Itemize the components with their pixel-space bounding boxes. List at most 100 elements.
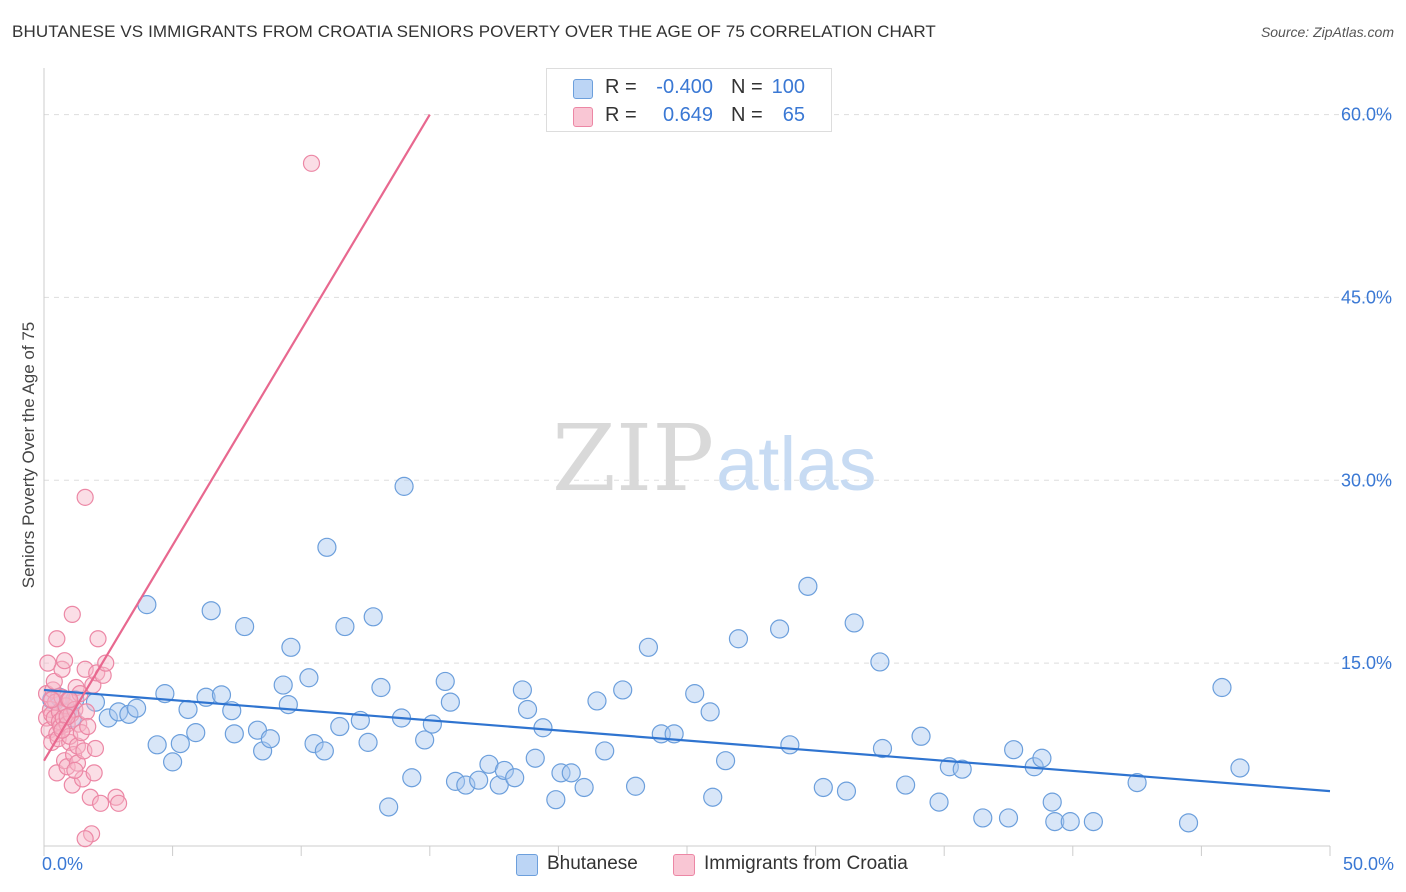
- legend-n-label: N =: [731, 76, 763, 98]
- data-point: [896, 775, 916, 795]
- data-point: [1060, 812, 1080, 832]
- data-point: [973, 808, 993, 828]
- data-point: [422, 714, 442, 734]
- data-point: [170, 733, 190, 754]
- data-point: [728, 629, 749, 649]
- data-point: [201, 601, 221, 621]
- data-point: [445, 771, 466, 791]
- data-point: [302, 154, 321, 172]
- data-point: [97, 654, 115, 672]
- data-point: [98, 708, 118, 728]
- data-point: [469, 770, 489, 790]
- data-point: [61, 691, 79, 709]
- data-point: [317, 537, 337, 557]
- legend-r-label: R =: [605, 104, 637, 126]
- data-point: [625, 776, 646, 796]
- data-point: [780, 735, 800, 755]
- data-point: [574, 777, 594, 798]
- data-point: [505, 768, 525, 788]
- legend-row-croatia: R = 0.649 N = 65: [547, 102, 831, 130]
- data-point: [126, 698, 147, 718]
- data-point: [278, 694, 298, 715]
- data-point: [91, 794, 110, 812]
- legend-swatch-pink: [573, 107, 593, 127]
- data-point: [63, 776, 81, 794]
- data-point: [66, 761, 84, 780]
- data-point: [299, 668, 319, 688]
- data-point: [371, 677, 391, 698]
- data-point: [440, 692, 460, 712]
- data-point: [813, 777, 833, 798]
- data-point: [72, 724, 90, 742]
- series-croatia: [37, 154, 321, 848]
- data-point: [109, 794, 128, 812]
- legend-row-bhutanese: R = -0.400 N = 100: [547, 74, 831, 102]
- trend-line-croatia: [43, 114, 431, 762]
- data-point: [178, 699, 198, 720]
- data-point: [48, 764, 66, 782]
- data-point: [836, 781, 857, 801]
- watermark-zip: ZIP: [552, 405, 714, 512]
- trend-line-bhutanese: [43, 688, 1331, 793]
- data-point: [260, 729, 280, 749]
- data-point: [1042, 792, 1062, 812]
- y-tick-label: 45.0%: [1341, 287, 1392, 307]
- data-point: [363, 607, 383, 627]
- data-point: [224, 724, 244, 744]
- data-point: [1127, 773, 1147, 793]
- data-point: [525, 748, 545, 768]
- data-point: [1212, 677, 1232, 698]
- watermark-atlas: atlas: [716, 422, 877, 507]
- data-point: [43, 691, 61, 709]
- data-point: [1032, 748, 1052, 768]
- data-point: [253, 741, 273, 761]
- data-point: [86, 739, 105, 758]
- legend-n-value: 100: [771, 76, 805, 98]
- data-point: [85, 764, 103, 782]
- data-point: [613, 680, 633, 700]
- data-point: [561, 763, 581, 783]
- data-point: [48, 630, 66, 648]
- data-point: [494, 760, 514, 781]
- y-tick-label: 60.0%: [1341, 105, 1392, 125]
- data-point: [512, 680, 532, 700]
- data-point: [235, 616, 255, 637]
- data-point: [281, 637, 301, 657]
- data-point: [700, 702, 720, 722]
- data-point: [76, 488, 94, 506]
- trend-lines: [43, 114, 1331, 793]
- data-point: [929, 792, 949, 812]
- data-point: [415, 730, 435, 750]
- chart-title: BHUTANESE VS IMMIGRANTS FROM CROATIA SEN…: [12, 22, 936, 41]
- bottom-legend-label: Bhutanese: [547, 853, 638, 874]
- data-point: [394, 476, 414, 496]
- legend-n-label: N =: [731, 104, 763, 126]
- data-point: [45, 672, 63, 691]
- legend-r-label: R =: [605, 76, 637, 98]
- y-tick-label: 30.0%: [1341, 470, 1392, 490]
- data-point: [517, 699, 538, 720]
- data-point: [79, 717, 97, 736]
- data-point: [456, 775, 476, 795]
- data-point: [638, 637, 659, 657]
- watermark: ZIP atlas: [552, 405, 877, 512]
- legend-n-value: 65: [782, 104, 805, 126]
- data-point: [844, 613, 864, 633]
- data-point: [715, 751, 736, 771]
- data-point: [587, 691, 607, 711]
- series-bhutanese: [42, 476, 1250, 833]
- x-tick-label: 50.0%: [1343, 854, 1394, 874]
- legend-r-value: -0.400: [656, 76, 713, 98]
- source-label: Source: ZipAtlas.com: [1260, 24, 1394, 40]
- data-point: [998, 808, 1019, 828]
- legend-r-value: 0.649: [662, 104, 713, 126]
- data-point: [595, 741, 615, 761]
- y-tick-label: 15.0%: [1341, 653, 1392, 673]
- bottom-legend-swatch-pink: [673, 854, 695, 876]
- data-point: [546, 790, 566, 810]
- data-point: [314, 741, 334, 761]
- data-point: [304, 733, 324, 754]
- data-point: [273, 675, 293, 695]
- data-point: [89, 630, 107, 648]
